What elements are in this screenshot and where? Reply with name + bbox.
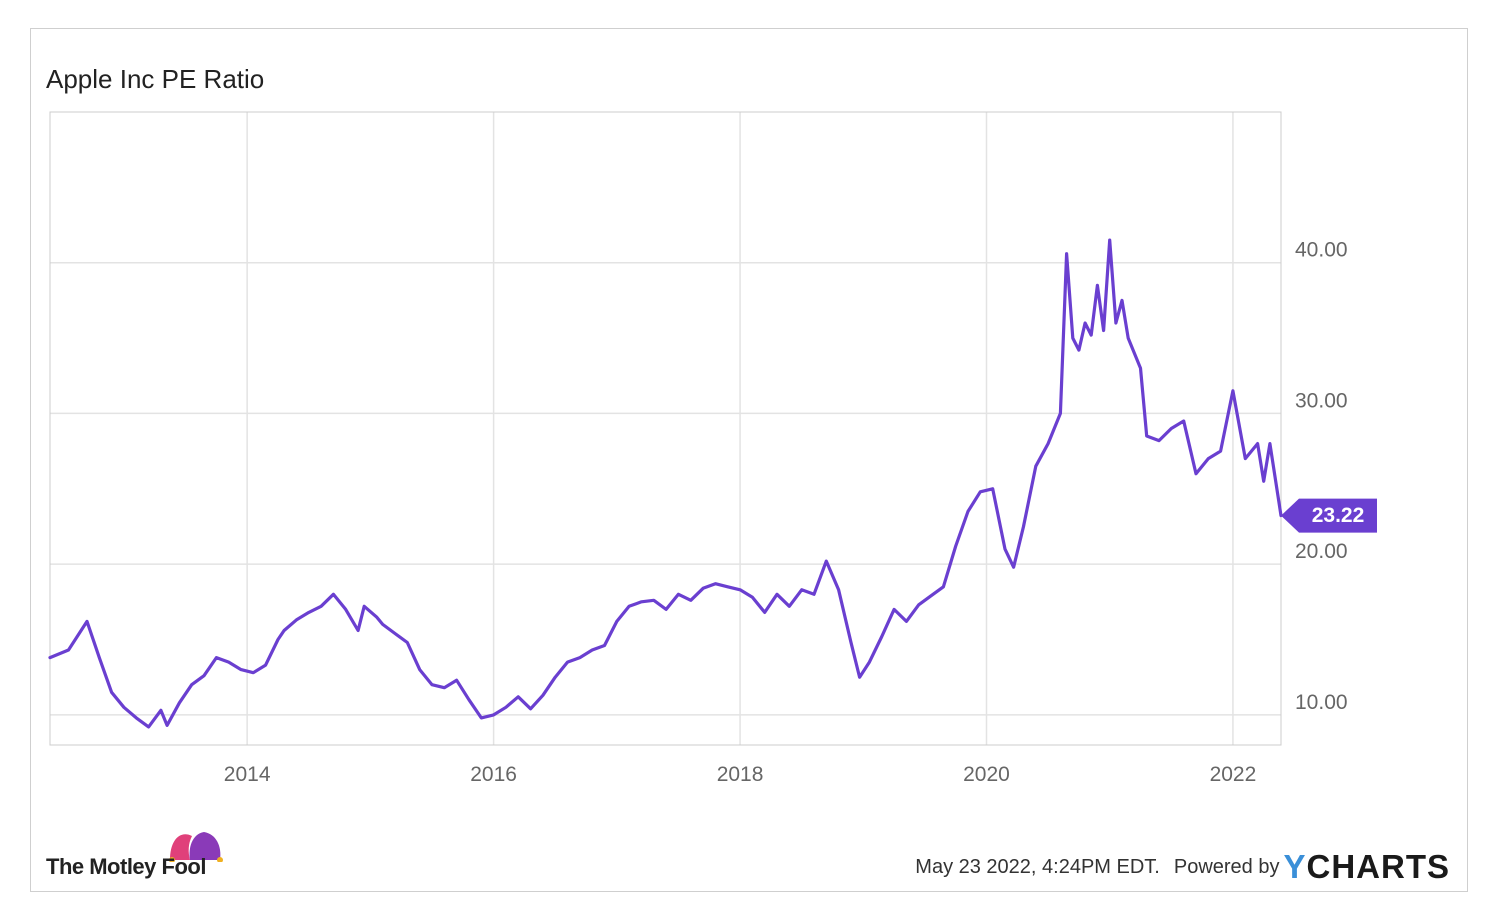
last-value-badge: 23.22 xyxy=(1281,498,1377,533)
motley-fool-logo: The Motley Fool xyxy=(46,826,306,882)
powered-by-label: Powered by xyxy=(1173,855,1280,878)
timestamp: May 23 2022, 4:24PM EDT. xyxy=(915,855,1160,878)
x-tick-label-2016: 2016 xyxy=(470,763,517,786)
grid-lines xyxy=(50,112,1281,745)
chart-card xyxy=(30,28,1468,892)
x-tick-label-2014: 2014 xyxy=(224,763,271,786)
jester-cap-icon xyxy=(169,832,223,862)
footer-attribution: May 23 2022, 4:24PM EDT. Powered by Y CHA… xyxy=(915,848,1450,886)
motley-fool-text: The Motley Fool xyxy=(46,854,206,879)
ycharts-logo[interactable]: Y CHARTS xyxy=(1283,848,1450,886)
last-value-badge-shape xyxy=(1281,498,1377,533)
ycharts-logo-text: CHARTS xyxy=(1306,848,1450,885)
y-tick-label-40.00: 40.00 xyxy=(1295,239,1348,262)
pe-ratio-series-line xyxy=(48,238,1283,729)
y-tick-label-30.00: 30.00 xyxy=(1295,389,1348,412)
y-tick-label-20.00: 20.00 xyxy=(1295,540,1348,563)
last-value-label: 23.22 xyxy=(1312,504,1365,527)
y-axis-ticks: 10.00 20.00 30.00 40.00 xyxy=(1295,239,1348,714)
x-tick-label-2022: 2022 xyxy=(1210,763,1257,786)
ycharts-logo-y: Y xyxy=(1283,848,1307,885)
plot-frame xyxy=(49,111,1282,746)
x-tick-label-2018: 2018 xyxy=(717,763,764,786)
x-axis-ticks: 2014 2016 2018 2020 2022 xyxy=(224,763,1257,786)
y-tick-label-10.00: 10.00 xyxy=(1295,691,1348,714)
chart-title: Apple Inc PE Ratio xyxy=(46,64,265,94)
x-tick-label-2020: 2020 xyxy=(963,763,1010,786)
